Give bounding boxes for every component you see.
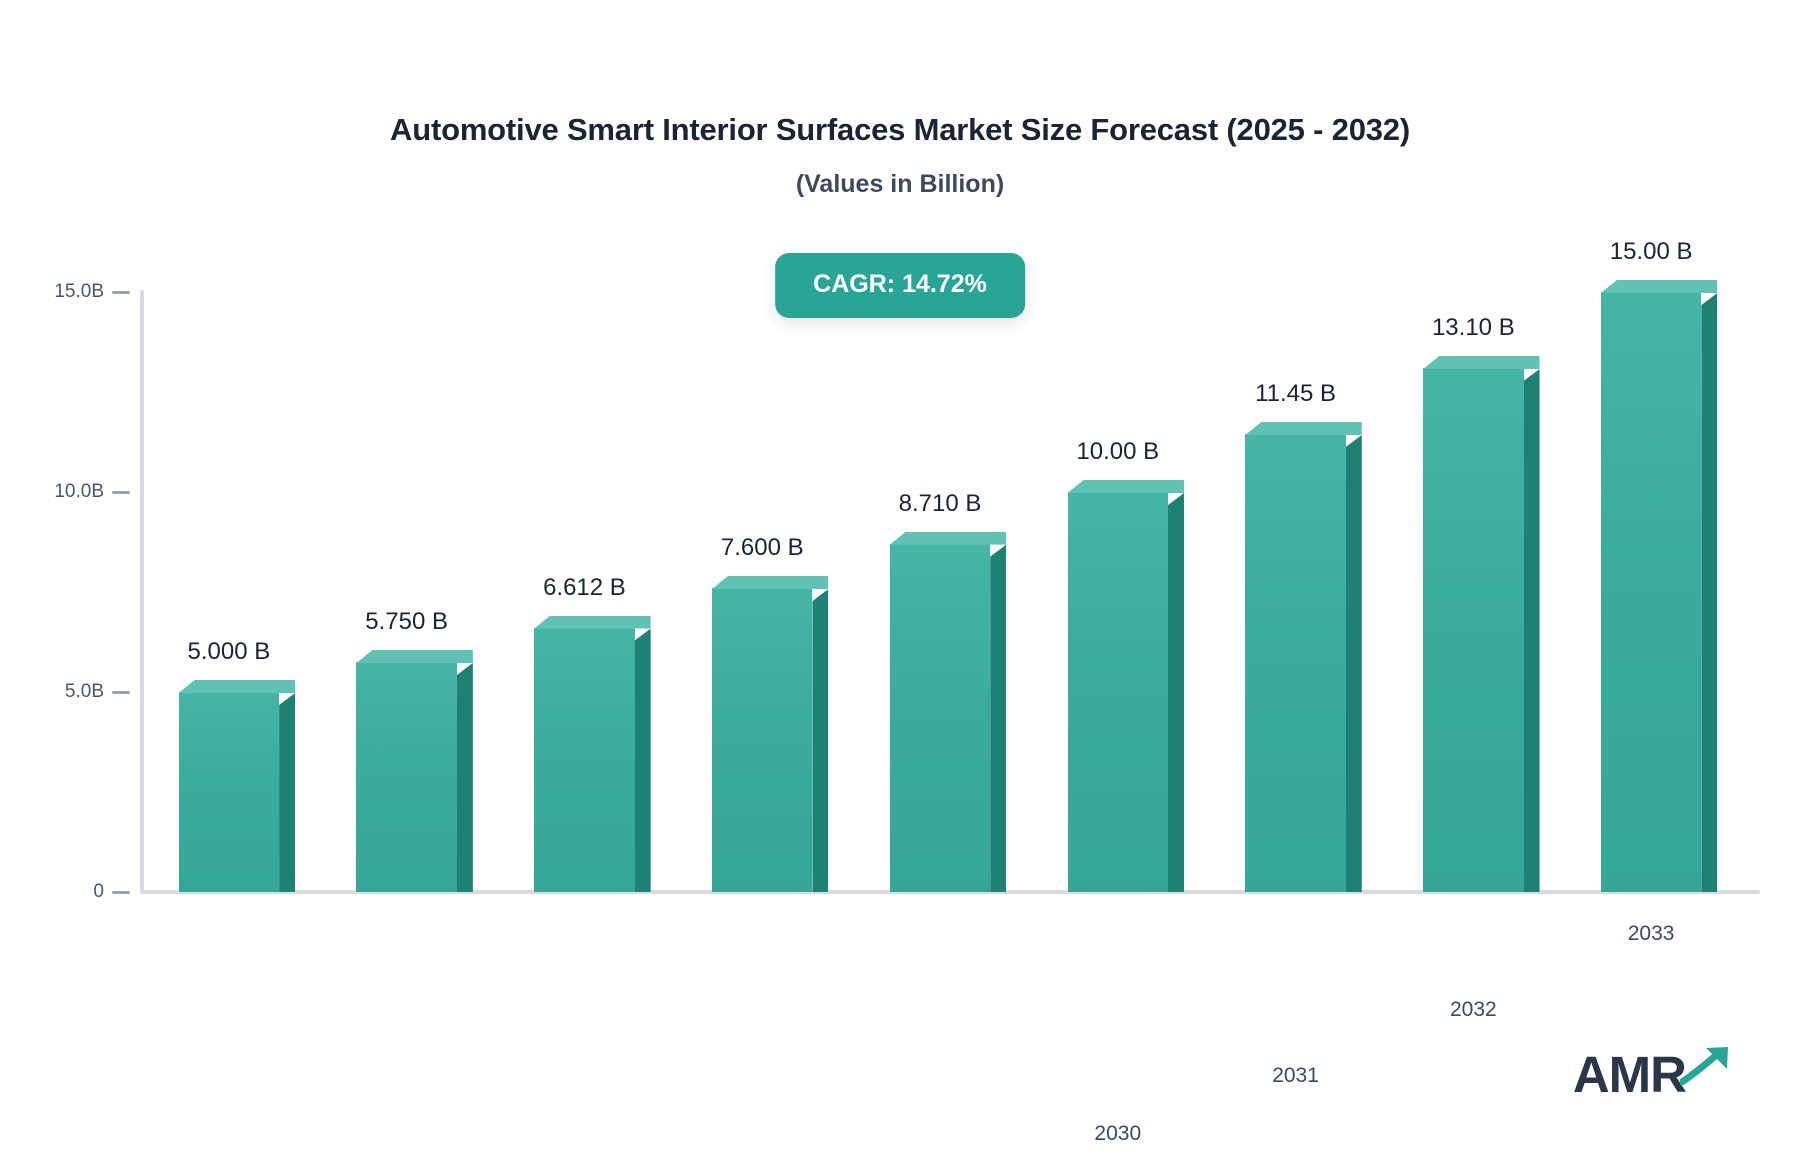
y-axis-tick-label: 0	[93, 881, 104, 902]
bar-column[interactable]: 11.45 B 2031	[1245, 380, 1362, 1087]
bar-top-face	[534, 615, 651, 629]
bar-top-face	[356, 650, 473, 663]
bar-front-face	[1067, 492, 1168, 892]
bar-side-face	[456, 663, 473, 892]
x-axis-line	[140, 890, 1760, 894]
bar-top-face	[712, 576, 829, 589]
y-axis-tick-mark	[112, 291, 130, 294]
bar-value-label: 6.612 B	[543, 573, 626, 601]
bar-column[interactable]: 5.750 B2026	[356, 608, 473, 892]
bar-side-face	[1523, 369, 1540, 892]
bar-value-label: 11.45 B	[1255, 380, 1337, 407]
bar-side-face	[812, 589, 829, 892]
bar-value-label: 7.600 B	[720, 534, 804, 561]
bar-side-face	[1345, 435, 1362, 892]
bar-value-label: 8.710 B	[898, 489, 982, 517]
bar-front-face	[1423, 368, 1524, 892]
bar-value-label: 10.00 B	[1076, 438, 1160, 465]
bar-side-face	[990, 544, 1007, 892]
bar-column[interactable]: 6.612 B2027	[534, 574, 651, 892]
bar-side-face	[279, 693, 296, 892]
bar-front-face	[356, 662, 457, 892]
x-axis-tick-label: 2030	[1094, 1122, 1142, 1145]
bar-top-face	[1245, 422, 1362, 435]
bar-top-face	[178, 680, 296, 693]
bar-value-label: 13.10 B	[1431, 314, 1515, 341]
bar-front-face	[889, 543, 991, 892]
cagr-badge: CAGR: 14.72%	[775, 253, 1025, 318]
x-axis-tick-label: 2031	[1272, 1064, 1319, 1087]
bar-value-label: 5.750 B	[365, 608, 449, 635]
bar-front-face	[1600, 292, 1702, 892]
bar-front-face	[178, 692, 280, 892]
bar-top-face	[1423, 356, 1540, 369]
bar-side-face	[1167, 493, 1184, 892]
y-axis-line	[140, 290, 144, 894]
bar-front-face	[534, 627, 635, 892]
bar-top-face	[889, 531, 1007, 545]
bar-column[interactable]: 15.00 B 2033	[1600, 238, 1718, 945]
bar-front-face	[712, 588, 813, 892]
bar-top-face	[1600, 280, 1718, 293]
y-axis-tick-label: 10.0B	[54, 481, 104, 502]
x-axis-tick-label: 2032	[1449, 998, 1497, 1021]
bar-column[interactable]: 7.600 B2028	[712, 534, 829, 892]
arrow-up-right-icon	[1678, 1044, 1734, 1091]
bar-value-label: 15.00 B	[1609, 238, 1693, 265]
y-axis-tick-mark	[112, 491, 130, 494]
y-axis-tick-label: 15.0B	[54, 281, 104, 302]
bar-front-face	[1245, 434, 1346, 892]
plot-area: 5.000 B2025 5.750 B2026 6.612 B2027 7.600 B…	[140, 238, 1740, 1145]
y-axis-tick-label: 5.0B	[64, 681, 104, 702]
x-axis-tick-label: 2033	[1627, 922, 1675, 945]
page-title: Automotive Smart Interior Surfaces Marke…	[390, 112, 1410, 147]
amr-logo: AMR	[1573, 1044, 1734, 1100]
bar-column[interactable]: 8.710 B2029	[889, 490, 1007, 892]
y-axis-tick-mark	[112, 691, 130, 694]
bar-top-face	[1067, 480, 1184, 493]
amr-logo-text: AMR	[1572, 1046, 1687, 1103]
bar-column[interactable]: 5.000 B2025	[178, 638, 296, 892]
bar-column[interactable]: 10.00 B 2030	[1067, 438, 1184, 1145]
bar-side-face	[1701, 293, 1718, 892]
bar-side-face	[634, 628, 651, 892]
bar-column[interactable]: 13.10 B 2032	[1423, 314, 1540, 1021]
y-axis-tick-mark	[112, 891, 130, 894]
chart-subtitle: (Values in Billion)	[795, 170, 1005, 198]
bar-value-label: 5.000 B	[187, 638, 271, 665]
